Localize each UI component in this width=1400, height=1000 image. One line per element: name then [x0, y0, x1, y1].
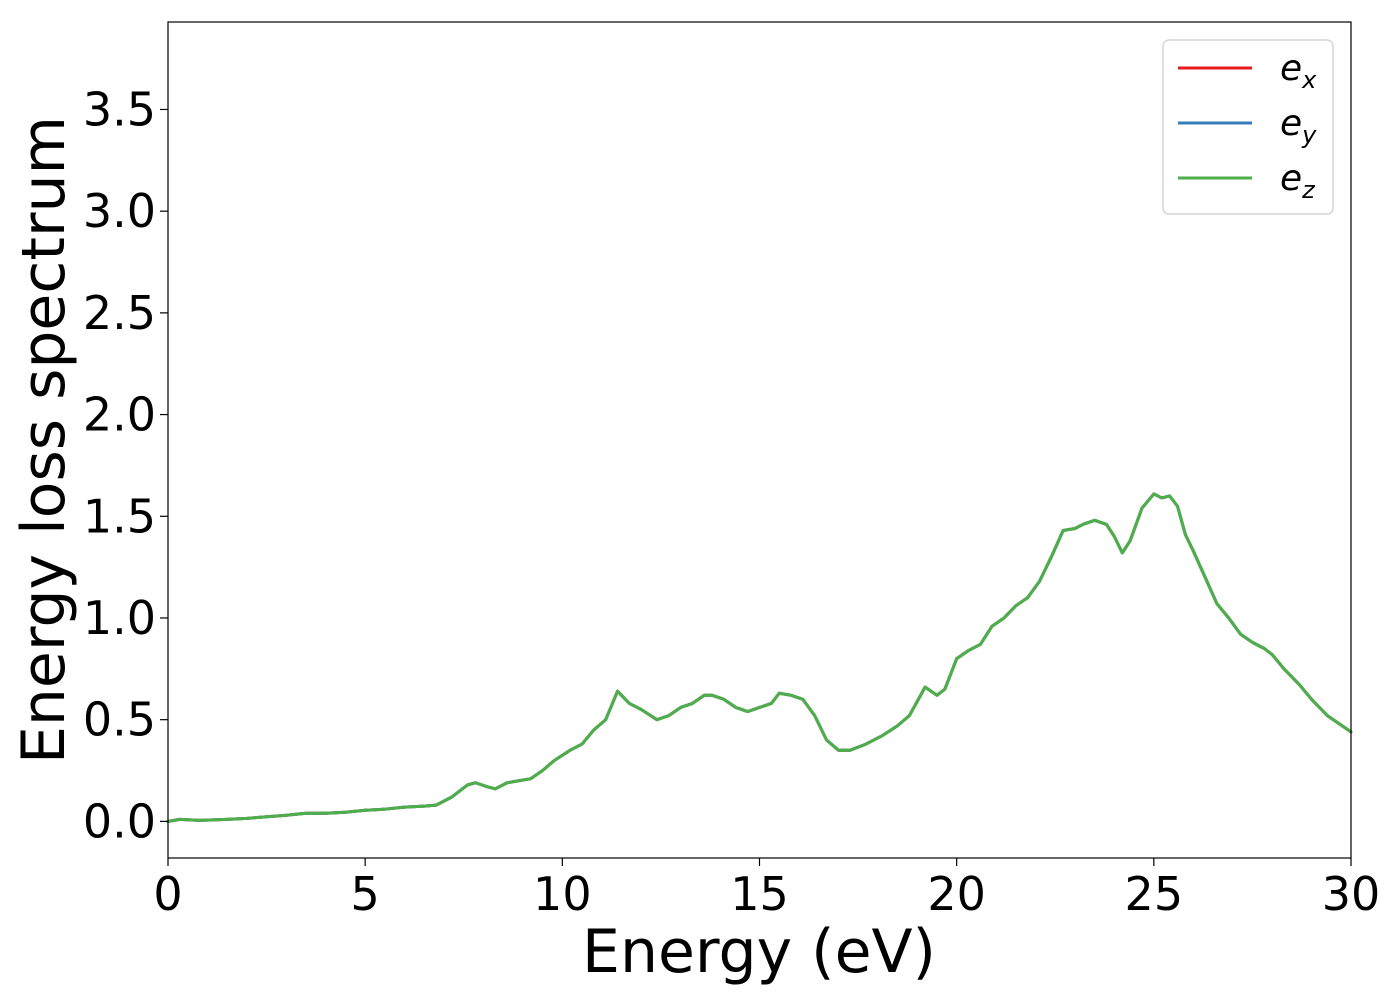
x-tick-label: 25	[1125, 867, 1184, 921]
y-axis-label: Energy loss spectrum	[9, 116, 79, 764]
x-tick-label: 15	[730, 867, 789, 921]
y-axis: 0.0 0.5 1.0 1.5 2.0 2.5 3.0 3.5	[83, 82, 168, 848]
legend-label-e-y: ey	[1280, 103, 1317, 149]
x-tick-label: 30	[1322, 867, 1381, 921]
x-tick-label: 20	[927, 867, 986, 921]
x-axis-label: Energy (eV)	[582, 917, 936, 987]
x-axis: 0 5 10 15 20 25 30	[153, 858, 1380, 921]
y-tick-label: 2.5	[83, 286, 156, 340]
legend-label-e-z: ez	[1280, 158, 1316, 204]
y-tick-label: 2.0	[83, 388, 156, 442]
x-tick-label: 0	[153, 867, 182, 921]
x-tick-label: 10	[533, 867, 592, 921]
y-tick-label: 1.0	[83, 591, 156, 645]
y-tick-label: 3.5	[83, 82, 156, 136]
legend-box	[1162, 39, 1334, 215]
plot-background	[168, 22, 1351, 858]
series-layer	[166, 492, 1353, 823]
legend-label-e-x: ex	[1280, 48, 1317, 94]
series-line-e-z	[166, 492, 1353, 823]
y-tick-label: 0.5	[83, 693, 156, 747]
y-tick-label: 1.5	[83, 489, 156, 543]
y-tick-label: 0.0	[83, 794, 156, 848]
y-tick-label: 3.0	[83, 184, 156, 238]
legend: ex ey ez	[1162, 39, 1334, 215]
x-tick-label: 5	[351, 867, 380, 921]
